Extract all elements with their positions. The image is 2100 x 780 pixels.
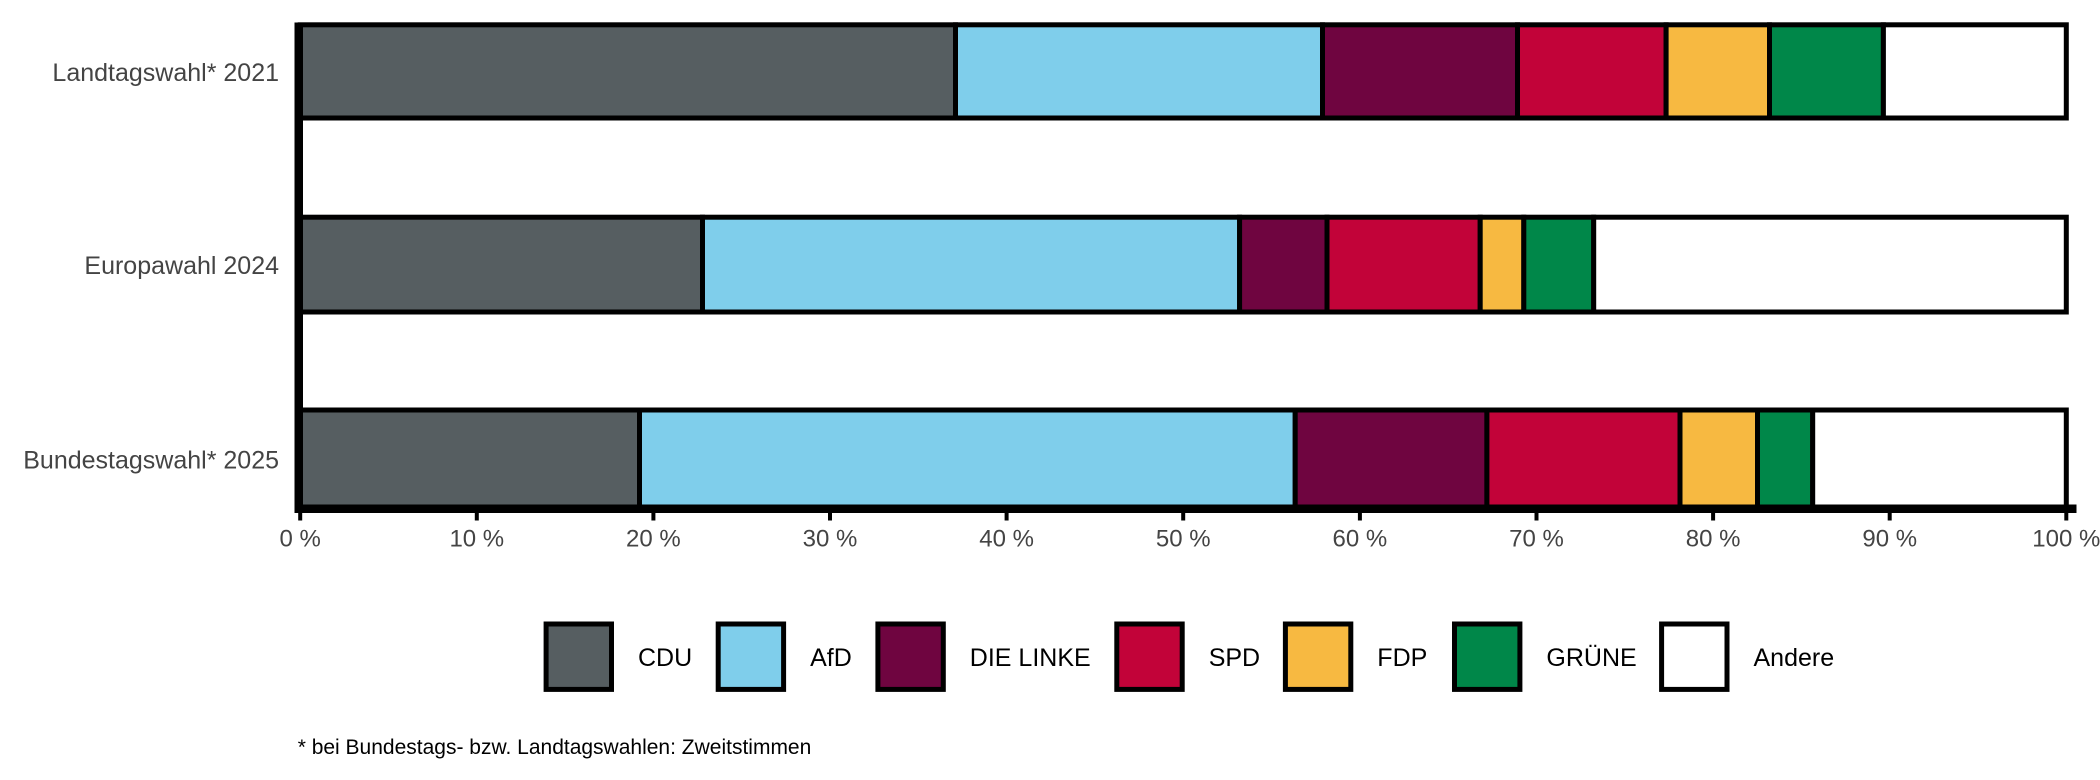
svg-text:100 %: 100 % (2032, 526, 2100, 553)
svg-text:Bundestagswahl* 2025: Bundestagswahl* 2025 (23, 447, 279, 475)
svg-text:70 %: 70 % (1509, 526, 1564, 553)
svg-text:Andere: Andere (1754, 644, 1835, 672)
svg-text:40 %: 40 % (979, 526, 1034, 553)
svg-text:20 %: 20 % (626, 526, 681, 553)
svg-text:10 %: 10 % (449, 526, 504, 553)
svg-text:* bei Bundestags- bzw. Landtag: * bei Bundestags- bzw. Landtagswahlen: Z… (298, 736, 812, 759)
svg-text:FDP: FDP (1377, 644, 1427, 672)
svg-text:0 %: 0 % (280, 526, 321, 553)
svg-text:CDU: CDU (638, 644, 692, 672)
svg-text:AfD: AfD (810, 644, 852, 672)
svg-text:60 %: 60 % (1333, 526, 1388, 553)
svg-text:90 %: 90 % (1862, 526, 1917, 553)
svg-text:Landtagswahl* 2021: Landtagswahl* 2021 (52, 59, 279, 87)
svg-text:SPD: SPD (1209, 644, 1260, 672)
svg-text:Europawahl 2024: Europawahl 2024 (84, 252, 279, 280)
svg-text:30 %: 30 % (803, 526, 858, 553)
svg-text:50 %: 50 % (1156, 526, 1211, 553)
svg-text:GRÜNE: GRÜNE (1546, 644, 1636, 672)
svg-text:80 %: 80 % (1686, 526, 1741, 553)
svg-text:DIE LINKE: DIE LINKE (970, 644, 1091, 672)
